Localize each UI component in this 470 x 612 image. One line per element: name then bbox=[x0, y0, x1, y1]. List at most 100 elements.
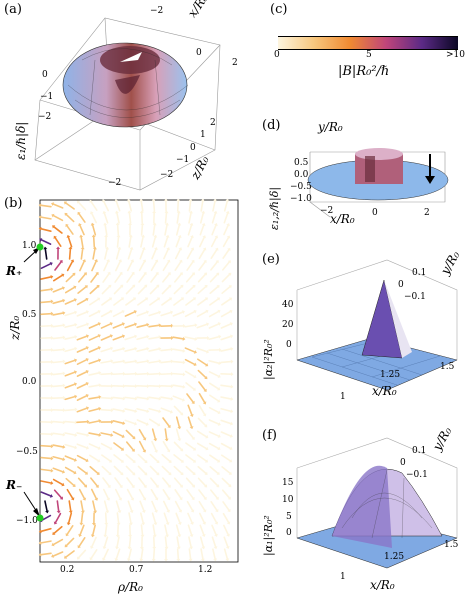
field-arrowhead bbox=[98, 432, 102, 437]
field-arrowhead bbox=[230, 384, 234, 389]
field-arrow bbox=[173, 477, 183, 487]
field-arrowhead bbox=[217, 434, 221, 438]
field-arrow bbox=[128, 236, 132, 248]
field-arrow bbox=[148, 324, 160, 328]
field-arrow bbox=[222, 261, 230, 271]
field-arrow bbox=[150, 488, 158, 500]
field-arrow bbox=[52, 455, 64, 461]
field-arrowhead bbox=[146, 409, 150, 414]
field-arrow bbox=[77, 286, 87, 294]
field-arrow bbox=[40, 480, 52, 484]
field-arrow bbox=[124, 360, 136, 364]
field-arrowhead bbox=[62, 359, 66, 364]
field-arrowhead bbox=[228, 272, 232, 276]
field-arrow bbox=[172, 336, 184, 340]
field-arrow bbox=[66, 488, 74, 500]
panel-f-xlabel: x/R₀ bbox=[370, 578, 395, 592]
field-arrowhead bbox=[165, 234, 170, 238]
field-arrow bbox=[113, 298, 123, 306]
field-arrow bbox=[198, 500, 206, 512]
field-arrowhead bbox=[206, 349, 210, 354]
field-arrow bbox=[188, 548, 192, 560]
field-arrowhead bbox=[74, 394, 78, 399]
r-plus-point bbox=[36, 243, 44, 251]
e-ztick-0: 40 bbox=[282, 300, 294, 310]
field-arrow bbox=[78, 537, 86, 547]
field-arrow bbox=[198, 404, 206, 416]
panel-e-label: (e) bbox=[262, 252, 280, 267]
field-arrowhead bbox=[132, 472, 136, 476]
field-arrowhead bbox=[118, 497, 123, 501]
field-arrowhead bbox=[166, 449, 171, 453]
field-arrowhead bbox=[158, 384, 162, 389]
field-arrow bbox=[174, 273, 182, 283]
field-arrow bbox=[125, 429, 135, 439]
field-arrow bbox=[76, 335, 88, 341]
field-arrowhead bbox=[181, 397, 185, 402]
field-arrow bbox=[126, 273, 134, 283]
field-arrowhead bbox=[134, 396, 138, 401]
field-arrowhead bbox=[146, 322, 150, 327]
e-xtick-1: 1.25 bbox=[380, 370, 401, 380]
field-arrow bbox=[101, 285, 111, 295]
field-arrowhead bbox=[170, 347, 174, 352]
field-arrow bbox=[186, 489, 194, 499]
field-arrowhead bbox=[177, 521, 182, 525]
field-arrow bbox=[76, 298, 88, 306]
panel-e-plot bbox=[296, 259, 458, 391]
field-arrow bbox=[210, 512, 218, 524]
field-arrowhead bbox=[178, 509, 183, 513]
field-arrow bbox=[188, 212, 192, 224]
field-arrowhead bbox=[128, 534, 133, 538]
field-arrow bbox=[210, 248, 218, 260]
field-arrow bbox=[64, 371, 76, 377]
field-arrow bbox=[52, 372, 64, 376]
field-arrowhead bbox=[50, 432, 54, 437]
field-arrow bbox=[162, 260, 170, 272]
field-arrow bbox=[223, 524, 229, 536]
field-arrowhead bbox=[85, 297, 89, 302]
field-arrow bbox=[76, 454, 88, 462]
field-arrowhead bbox=[97, 458, 101, 463]
field-arrow bbox=[53, 226, 63, 234]
field-arrow bbox=[64, 383, 76, 389]
field-arrowhead bbox=[127, 210, 132, 214]
field-arrow bbox=[100, 408, 112, 412]
field-arrowhead bbox=[227, 247, 231, 252]
field-arrow bbox=[208, 360, 220, 364]
field-arrowhead bbox=[216, 297, 221, 301]
field-arrow bbox=[220, 384, 232, 388]
field-arrowhead bbox=[115, 534, 120, 538]
field-arrow bbox=[209, 394, 219, 402]
field-arrowhead bbox=[192, 459, 197, 463]
r-minus-label: R₋ bbox=[6, 478, 23, 492]
field-arrowhead bbox=[134, 409, 138, 414]
field-arrow bbox=[148, 311, 160, 317]
field-arrowhead bbox=[50, 456, 54, 461]
field-arrowhead bbox=[206, 322, 210, 327]
field-arrowhead bbox=[126, 558, 131, 562]
field-arrow bbox=[148, 336, 160, 340]
field-arrow bbox=[124, 419, 136, 425]
field-arrow bbox=[223, 224, 229, 236]
field-arrow bbox=[148, 407, 160, 413]
field-arrow bbox=[92, 500, 96, 512]
field-arrowhead bbox=[77, 211, 81, 216]
field-arrowhead bbox=[134, 384, 138, 389]
field-arrow bbox=[208, 406, 220, 414]
field-arrow bbox=[92, 236, 96, 248]
b-ytick-3: −0.5 bbox=[16, 447, 38, 457]
field-arrow bbox=[140, 200, 144, 212]
field-arrow bbox=[40, 204, 52, 208]
field-arrowhead bbox=[176, 198, 181, 202]
field-arrowhead bbox=[85, 358, 89, 362]
r-minus-point bbox=[36, 514, 44, 522]
field-arrowhead bbox=[121, 434, 125, 439]
field-arrowhead bbox=[122, 384, 126, 389]
field-arrowhead bbox=[228, 297, 233, 301]
f-ztick-3: 0 bbox=[286, 528, 292, 538]
field-arrow bbox=[126, 488, 134, 500]
field-arrowhead bbox=[73, 458, 77, 462]
field-arrow bbox=[79, 524, 85, 536]
field-arrowhead bbox=[119, 484, 123, 489]
